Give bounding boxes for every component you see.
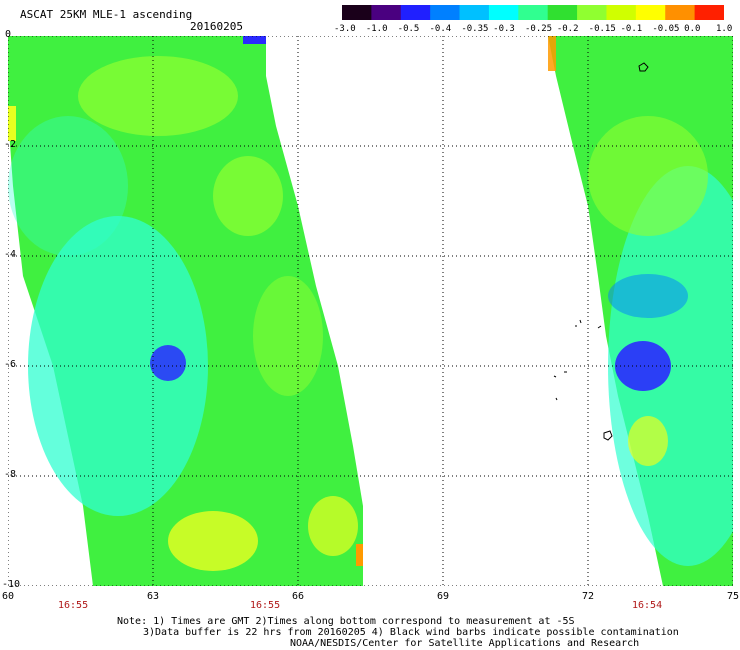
right-swath-blue-region [615,341,671,391]
y-axis-tick-label: -8 [4,469,17,480]
colorbar-swatch [459,5,490,20]
y-axis-tick-label: 0 [5,29,12,40]
y-axis-tick-label: -2 [4,139,17,150]
colorbar-label: -0.15 [588,24,616,34]
colorbar-swatch [342,5,372,20]
grid-lines [8,36,733,586]
x-axis-tick-label: 75 [727,591,740,602]
island-outline [638,62,649,72]
colorbar-swatch [518,5,549,20]
left-swath-orange-edge [356,544,363,566]
colorbar-label: -3.0 [334,24,356,34]
left-swath-cyan-top [8,116,128,256]
y-axis-tick-label: -10 [2,579,21,590]
left-swath-yellow-edge [8,106,16,141]
colorbar-label: 1.0 [716,24,733,34]
right-swath-orange-edge [548,36,556,71]
x-axis-tick-label: 72 [582,591,595,602]
x-axis-tick-label: 66 [292,591,305,602]
colorbar-swatch [400,5,431,20]
x-axis-tick-label: 63 [147,591,160,602]
colorbar-swatch [635,5,666,20]
colorbar-label: -0.35 [461,24,489,34]
colorbar [342,5,724,20]
colorbar-swatch [430,5,461,20]
note-line-1: Note: 1) Times are GMT 2)Times along bot… [117,616,575,627]
colorbar-label: -0.5 [397,24,420,34]
left-swath-lime-mid [213,156,283,236]
time-label: 16:55 [58,600,89,611]
colorbar-label: -0.2 [556,24,579,34]
y-axis-tick-label: -4 [4,249,17,260]
left-swath-lime-right [253,276,323,396]
map-title: ASCAT 25KM MLE-1 ascending [20,8,193,21]
left-swath-blue-top [243,36,266,44]
x-axis-tick-label: 60 [2,591,15,602]
island-dots [553,319,602,401]
left-swath-lime-top [78,56,238,136]
colorbar-label: 0.0 [684,24,701,34]
right-swath-blue-ring [608,274,688,318]
colorbar-label: -0.05 [652,24,680,34]
left-swath-blue-spot [150,345,186,381]
colorbar-label: -0.1 [620,24,643,34]
time-label: 16:54 [632,600,663,611]
right-swath-yellow-low [628,416,668,466]
left-swath [8,36,363,586]
note-line-2: 3)Data buffer is 22 hrs from 20160205 4)… [143,627,679,638]
x-axis-tick-label: 69 [437,591,450,602]
colorbar-swatch [665,5,696,20]
colorbar-label: -0.25 [525,24,553,34]
left-swath-yellow-bottom [168,511,258,571]
colorbar-swatch [694,5,724,20]
colorbar-swatch [547,5,578,20]
satellite-map [8,36,733,586]
y-axis-tick-label: -6 [4,359,17,370]
colorbar-label: -0.3 [493,24,515,34]
colorbar-swatch [371,5,402,20]
colorbar-swatch [488,5,519,20]
left-swath-lime-bottom [308,496,358,556]
colorbar-swatch [577,5,607,20]
colorbar-label: -0.4 [429,24,452,34]
island-outline-2 [603,430,613,441]
colorbar-swatch [606,5,637,20]
time-label: 16:55 [250,600,281,611]
right-swath [548,36,733,586]
left-swath-cyan-region [28,216,208,516]
right-swath-lime-top [588,116,708,236]
colorbar-label: -1.0 [365,24,388,34]
note-line-3: NOAA/NESDIS/Center for Satellite Applica… [290,638,640,649]
map-date: 20160205 [190,20,243,33]
